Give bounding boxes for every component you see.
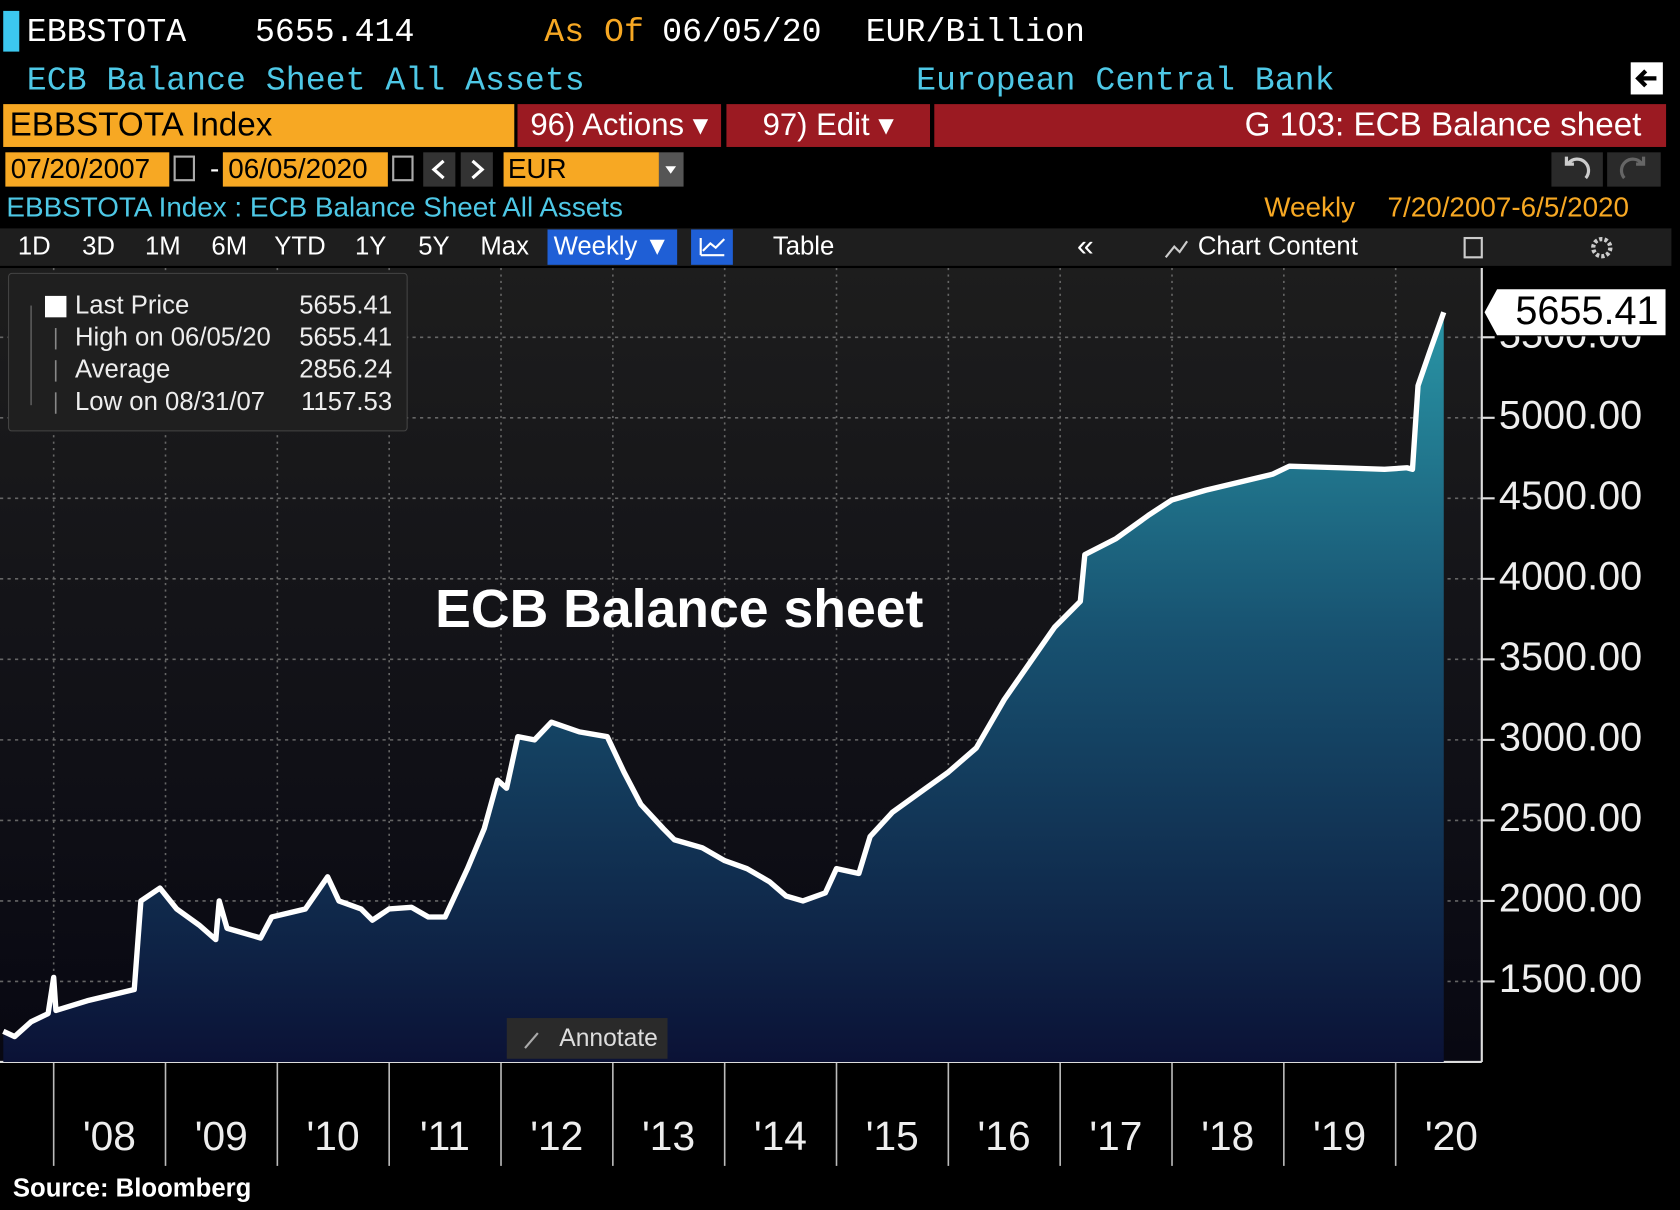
end-date: 06/05/2020 [228, 153, 367, 184]
legend-value: 2856.24 [299, 356, 392, 384]
source: Source: Bloomberg [13, 1174, 252, 1202]
x-tick-label: '10 [307, 1113, 360, 1159]
security-name: ECB Balance Sheet All Assets [27, 61, 585, 99]
undo-icon [1564, 156, 1591, 180]
legend-label: Last Price [75, 291, 189, 319]
marker [3, 10, 20, 52]
x-tick-label: '09 [195, 1113, 248, 1159]
next-button[interactable] [460, 152, 493, 187]
actions-button[interactable] [517, 104, 722, 147]
y-tick-label: 4500.00 [1499, 474, 1642, 518]
x-tick-label: '20 [1425, 1113, 1478, 1159]
legend-value: 5655.41 [299, 291, 392, 319]
currency: EUR [508, 153, 567, 184]
edit-icon[interactable] [1463, 236, 1483, 259]
source-name: European Central Bank [916, 61, 1334, 99]
weekly: Weekly ▼ [554, 232, 670, 260]
as-of-label: As Of [544, 13, 644, 51]
range-tab[interactable]: 3D [82, 232, 115, 260]
last-value-tag [1483, 288, 1667, 337]
x-tick-label: '08 [83, 1113, 136, 1159]
edit: 97) Edit ▾ [763, 107, 895, 142]
range-tab[interactable]: 1Y [355, 232, 386, 260]
x-tick-label: '15 [866, 1113, 919, 1159]
line [2, 311, 1447, 1040]
range-tab[interactable]: 1M [145, 232, 181, 260]
price: 5655.414 [255, 13, 414, 51]
table-tab[interactable]: Table [773, 232, 834, 260]
x-tick-label: '16 [978, 1113, 1031, 1159]
collapse-button[interactable]: « [1077, 230, 1094, 263]
frequency: Weekly [1264, 191, 1355, 222]
area [3, 312, 1444, 1062]
x-tick-label: '19 [1313, 1113, 1366, 1159]
chart-content[interactable]: Chart Content [1198, 232, 1358, 260]
redo-icon [1619, 156, 1646, 180]
edit-button[interactable] [726, 104, 930, 147]
date-range: 7/20/2007-6/5/2020 [1388, 191, 1630, 222]
chart-content-icon [1164, 240, 1189, 258]
legend-label: High on 06/05/20 [75, 324, 271, 352]
tab-bar [0, 228, 1672, 266]
range-tab[interactable]: 5Y [418, 232, 449, 260]
ticker: EBBSTOTA [27, 13, 186, 51]
calendar-icon[interactable] [392, 155, 414, 182]
currency-input[interactable] [503, 152, 659, 187]
start-date: 07/20/2007 [11, 153, 150, 184]
x-tick-label: '18 [1201, 1113, 1254, 1159]
security: EBBSTOTA Index [10, 106, 273, 143]
next-icon [471, 159, 485, 180]
x-tick-label: '17 [1089, 1113, 1142, 1159]
plot: '08 '09 '10 '11 '12 '13 '14 '15 '16 '17 '18 '19 '20 [0, 268, 1495, 1166]
range-tab[interactable]: YTD [274, 232, 325, 260]
annotate: Annotate [559, 1025, 658, 1052]
line-chart-icon [699, 238, 726, 257]
dash: - [210, 153, 219, 184]
line-chart-button[interactable] [691, 229, 733, 265]
range-tab[interactable]: 6M [211, 232, 247, 260]
legend-label: Low on 08/31/07 [75, 388, 265, 416]
chart-title: ECB Balance sheet [435, 580, 923, 639]
range-tab[interactable]: Max [480, 232, 529, 260]
undo-button[interactable] [1551, 152, 1603, 187]
x-tick-label: '14 [754, 1113, 807, 1159]
actions: 96) Actions ▾ [530, 107, 708, 142]
start-date-input[interactable] [5, 152, 170, 187]
y-tick-label: 2500.00 [1499, 796, 1642, 840]
prev-button[interactable] [423, 152, 456, 187]
exit-icon[interactable] [1630, 62, 1663, 95]
legend-swatch [45, 295, 67, 318]
y-tick-label: 2000.00 [1499, 876, 1642, 920]
as-of: 06/05/20 [662, 13, 821, 51]
weekly-button[interactable] [547, 229, 678, 265]
legend-label: Average [75, 356, 170, 384]
legend-value: 5655.41 [299, 324, 392, 352]
calendar-icon[interactable] [173, 155, 195, 182]
range-tab[interactable]: 1D [18, 232, 51, 260]
legend-value: 1157.53 [301, 388, 392, 416]
end-date-input[interactable] [222, 152, 388, 187]
legend [8, 272, 408, 432]
x-tick-label: '11 [420, 1113, 470, 1159]
settings-icon[interactable] [1591, 236, 1613, 259]
dropdown-arrow [665, 166, 677, 174]
page-title: G 103: ECB Balance sheet [1245, 106, 1642, 143]
title-bar [934, 104, 1667, 147]
x-tick-label: '12 [530, 1113, 583, 1159]
redo-button[interactable] [1607, 152, 1661, 187]
security-input[interactable] [3, 104, 515, 147]
last-value-label: 5655.41 [1515, 289, 1658, 333]
y-tick-label: 1500.00 [1499, 957, 1642, 1001]
y-tick-label: 3000.00 [1499, 715, 1642, 759]
annotate-icon [524, 1032, 539, 1049]
x-tick-label: '13 [642, 1113, 695, 1159]
y-tick-label: 4000.00 [1499, 554, 1642, 598]
prev-icon [431, 159, 445, 180]
y-tick-label: 3500.00 [1499, 635, 1642, 679]
chart-subtitle: EBBSTOTA Index : ECB Balance Sheet All A… [6, 191, 623, 222]
y-tick-label: 5000.00 [1499, 393, 1642, 437]
units: EUR/Billion [866, 13, 1085, 51]
